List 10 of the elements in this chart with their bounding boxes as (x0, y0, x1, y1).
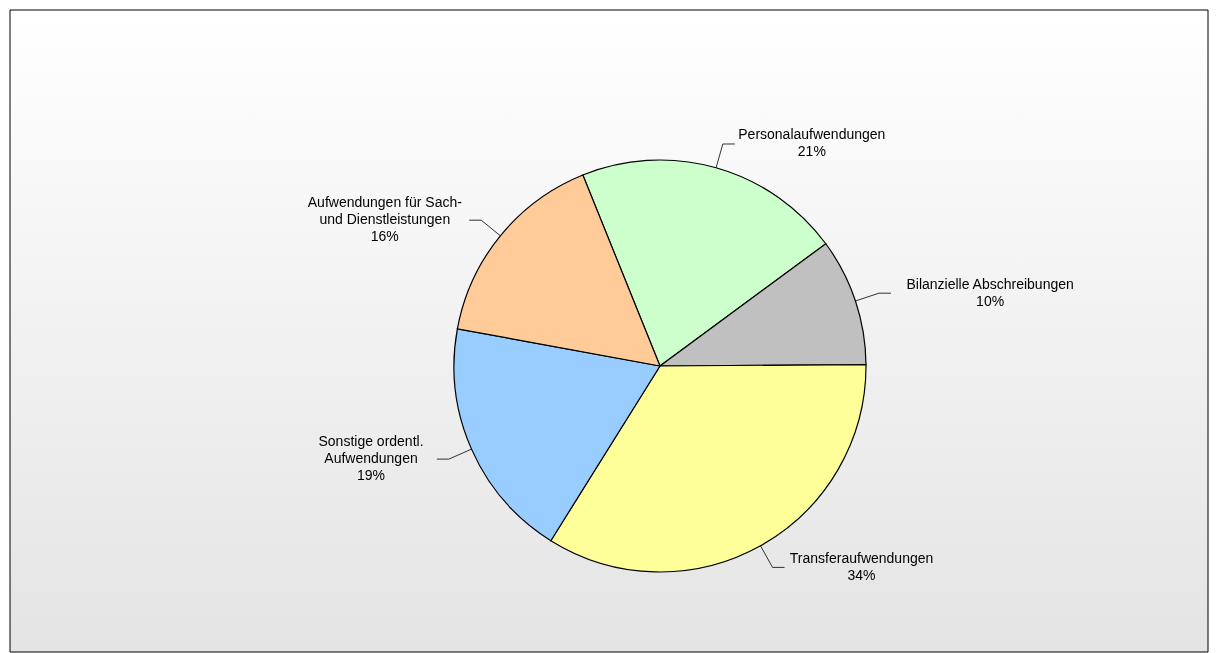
slice-label: Bilanzielle Abschreibungen (906, 275, 1074, 292)
data-label: 16% (370, 228, 399, 245)
slice-label: Transferaufwendungen (789, 549, 934, 566)
data-label: 34% (847, 566, 876, 583)
data-label: 10% (976, 292, 1005, 309)
slice-label: Aufwendungen für Sach- und Dienstleistungen (307, 194, 463, 228)
data-label: 19% (356, 467, 386, 484)
data-label: 21% (797, 143, 826, 160)
slice-label: Personalaufwendungen (738, 126, 886, 143)
legend-label: Sonstige ordentl. Aufwendungen (318, 433, 424, 467)
